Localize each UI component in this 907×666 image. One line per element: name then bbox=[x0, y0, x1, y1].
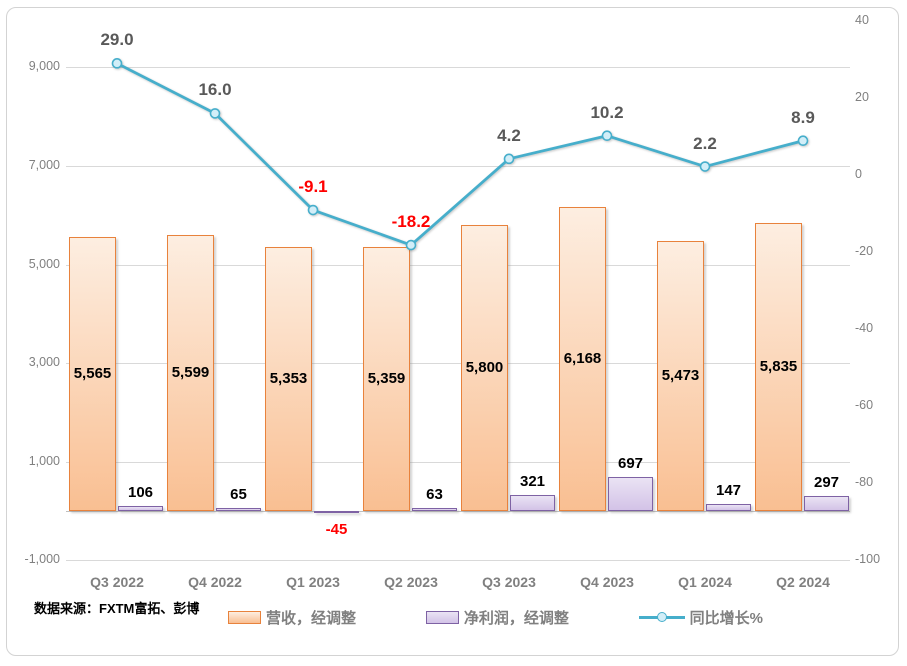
revenue-bar bbox=[69, 236, 116, 511]
right-axis-tick-label: 20 bbox=[855, 90, 869, 104]
right-axis-tick-label: 0 bbox=[855, 167, 862, 181]
profit-bar-label: 63 bbox=[426, 485, 443, 503]
profit-bar bbox=[608, 476, 653, 511]
x-axis-category-label: Q1 2023 bbox=[286, 574, 340, 590]
profit-bar bbox=[412, 507, 457, 511]
growth-point-label: -9.1 bbox=[298, 177, 328, 197]
left-axis-tick-label: 7,000 bbox=[28, 157, 60, 172]
x-axis-category-label: Q4 2022 bbox=[188, 574, 242, 590]
profit-bar-label: 106 bbox=[127, 483, 154, 501]
x-axis-category-label: Q1 2024 bbox=[678, 574, 732, 590]
right-axis-tick-label: 40 bbox=[855, 13, 869, 27]
profit-swatch-icon bbox=[425, 610, 459, 624]
profit-bar bbox=[706, 503, 751, 511]
left-axis-tick-label: 9,000 bbox=[28, 59, 60, 74]
gridline bbox=[66, 560, 850, 562]
revenue-bar bbox=[167, 234, 214, 511]
right-axis-tick-label: -80 bbox=[855, 475, 874, 489]
revenue-bar-label: 5,599 bbox=[171, 363, 210, 381]
right-axis-tick-label: -60 bbox=[855, 398, 874, 412]
legend-label-revenue: 营收，经调整 bbox=[266, 609, 357, 627]
profit-bar-label: -45 bbox=[325, 521, 348, 539]
x-axis-category-label: Q3 2023 bbox=[482, 574, 536, 590]
right-axis-tick-label: -40 bbox=[855, 321, 874, 335]
revenue-bar bbox=[363, 246, 410, 511]
source-note: 数据来源：FXTM富拓、彭博 bbox=[34, 601, 200, 616]
legend: 营收，经调整 净利润，经调整 同比增长% bbox=[228, 604, 763, 630]
legend-label-growth: 同比增长% bbox=[689, 609, 763, 627]
left-axis-tick-label: 5,000 bbox=[28, 256, 60, 271]
x-axis-zero-line bbox=[66, 511, 850, 512]
gridline bbox=[66, 264, 850, 266]
profit-bar-label: 147 bbox=[715, 481, 742, 499]
x-axis-category-label: Q2 2023 bbox=[384, 574, 438, 590]
profit-bar-label: 321 bbox=[519, 473, 546, 491]
revenue-swatch-icon bbox=[228, 610, 261, 624]
right-axis-tick-label: -100 bbox=[855, 552, 881, 566]
growth-point-label: 10.2 bbox=[590, 102, 624, 122]
legend-label-profit: 净利润，经调整 bbox=[463, 609, 569, 627]
x-axis-category-label: Q2 2024 bbox=[776, 574, 830, 590]
revenue-bar bbox=[657, 241, 704, 511]
revenue-bar bbox=[265, 247, 312, 511]
left-axis-tick-label: -1,000 bbox=[24, 552, 60, 567]
gridline bbox=[66, 67, 850, 69]
revenue-bar bbox=[461, 225, 508, 511]
x-axis-category-label: Q4 2023 bbox=[580, 574, 634, 590]
growth-line-swatch-icon bbox=[638, 612, 685, 622]
profit-bar bbox=[510, 495, 555, 511]
left-axis-tick-label: 3,000 bbox=[28, 355, 60, 370]
gridline bbox=[66, 165, 850, 167]
growth-point-label: 29.0 bbox=[100, 30, 134, 50]
x-axis-category-label: Q3 2022 bbox=[90, 574, 144, 590]
revenue-bar-label: 5,800 bbox=[465, 359, 504, 377]
revenue-bar-label: 5,565 bbox=[73, 364, 112, 382]
legend-item-revenue: 营收，经调整 bbox=[228, 607, 356, 628]
profit-bar-label: 65 bbox=[230, 485, 247, 503]
growth-point-label: 4.2 bbox=[497, 125, 521, 145]
revenue-bar bbox=[559, 206, 606, 511]
growth-point-label: 8.9 bbox=[791, 107, 815, 127]
revenue-bar-label: 6,168 bbox=[563, 349, 602, 367]
gridline bbox=[66, 461, 850, 463]
revenue-bar-label: 5,359 bbox=[367, 369, 406, 387]
chart-border bbox=[6, 7, 899, 656]
profit-bar-label: 297 bbox=[813, 474, 840, 492]
right-axis-tick-label: -20 bbox=[855, 244, 874, 258]
legend-item-growth: 同比增长% bbox=[638, 607, 763, 628]
profit-bar bbox=[216, 507, 261, 511]
left-axis-tick-label: 1,000 bbox=[28, 453, 60, 468]
profit-bar bbox=[314, 511, 359, 514]
growth-point-label: 16.0 bbox=[198, 80, 232, 100]
revenue-bar bbox=[755, 223, 802, 511]
growth-point-label: -18.2 bbox=[391, 212, 431, 232]
revenue-bar-label: 5,353 bbox=[269, 370, 308, 388]
profit-bar bbox=[118, 505, 163, 511]
revenue-bar-label: 5,473 bbox=[661, 367, 700, 385]
growth-point-label: 2.2 bbox=[693, 133, 717, 153]
profit-bar bbox=[804, 496, 849, 511]
gridline bbox=[66, 363, 850, 365]
revenue-bar-label: 5,835 bbox=[759, 358, 798, 376]
profit-bar-label: 697 bbox=[617, 454, 644, 472]
legend-item-profit: 净利润，经调整 bbox=[425, 607, 569, 628]
